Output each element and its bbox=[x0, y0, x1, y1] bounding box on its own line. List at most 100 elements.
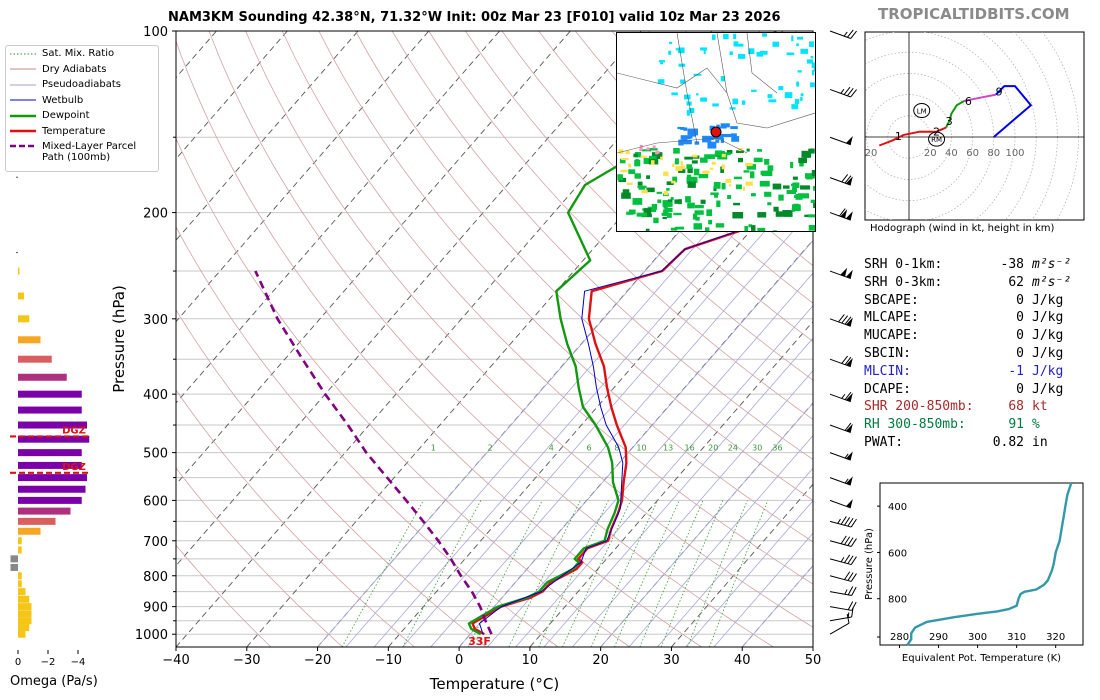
pseudoadiabat-line bbox=[402, 175, 813, 647]
radar-echo bbox=[744, 225, 749, 231]
omega-bar bbox=[18, 630, 26, 638]
hodograph-trace bbox=[878, 126, 947, 147]
wind-barb-flag bbox=[845, 211, 853, 221]
radar-echo bbox=[792, 187, 797, 193]
radar-echo bbox=[800, 48, 809, 54]
radar-echo bbox=[675, 48, 680, 51]
radar-echo bbox=[639, 144, 643, 148]
mixing-ratio-line bbox=[538, 500, 609, 647]
y-tick-label: 800 bbox=[143, 570, 168, 585]
radar-echo bbox=[700, 97, 707, 102]
radar-echo bbox=[743, 170, 750, 173]
radar-echo bbox=[698, 173, 709, 179]
dry-adiabat-line bbox=[176, 544, 272, 647]
legend-swatch bbox=[10, 68, 36, 70]
isotherm-line bbox=[176, 31, 642, 567]
radar-echo bbox=[671, 92, 678, 96]
wind-barb bbox=[829, 174, 853, 186]
wind-barb-flag bbox=[840, 209, 848, 219]
dry-adiabat-line bbox=[391, 31, 813, 461]
radar-echo bbox=[735, 150, 744, 154]
radar-echo bbox=[791, 204, 801, 212]
state-border bbox=[676, 33, 698, 144]
radar-echo bbox=[628, 169, 636, 174]
radar-echo bbox=[797, 36, 804, 40]
hodograph-trace bbox=[963, 93, 997, 102]
wind-barb-half bbox=[843, 31, 848, 37]
radar-echo bbox=[750, 171, 755, 179]
radar-echo bbox=[791, 104, 799, 110]
radar-echo bbox=[688, 107, 695, 114]
index-label: PWAT: bbox=[864, 434, 904, 450]
x-tick-label: 10 bbox=[522, 653, 539, 668]
radar-echo bbox=[686, 110, 691, 116]
radar-echo bbox=[646, 187, 655, 193]
radar-echo bbox=[792, 182, 800, 189]
radar-echo bbox=[640, 155, 648, 158]
legend-swatch bbox=[10, 114, 36, 117]
mixing-ratio-line bbox=[562, 500, 632, 647]
wind-barb-full bbox=[840, 516, 847, 525]
radar-echo bbox=[782, 210, 791, 215]
index-value: 0.82 bbox=[992, 434, 1024, 450]
theta-e-y-label: Pressure (hPa) bbox=[864, 528, 875, 600]
radar-echo bbox=[731, 136, 740, 142]
index-value: -1 bbox=[1008, 363, 1024, 379]
wind-barb-staff bbox=[829, 575, 852, 582]
radar-echo bbox=[800, 97, 803, 101]
theta-e-line bbox=[906, 482, 1073, 646]
radar-echo bbox=[762, 33, 767, 37]
radar-echo bbox=[708, 219, 713, 225]
theta-e-y-tick-label: 600 bbox=[888, 548, 907, 559]
radar-echo bbox=[764, 191, 772, 197]
pseudoadiabat-line bbox=[741, 565, 813, 647]
omega-x-tick-label: −2 bbox=[41, 657, 56, 668]
wind-barb bbox=[829, 571, 857, 582]
omega-bar bbox=[10, 563, 18, 571]
wind-barb-full bbox=[851, 601, 857, 611]
radar-echo bbox=[687, 181, 696, 188]
radar-echo bbox=[622, 189, 630, 194]
radar-echo bbox=[796, 43, 799, 47]
x-tick-label: 50 bbox=[805, 653, 822, 668]
index-unit: J/kg bbox=[1032, 381, 1064, 397]
radar-echo bbox=[626, 182, 633, 185]
wind-barb-full bbox=[844, 316, 852, 325]
radar-echo bbox=[666, 181, 674, 186]
radar-echo bbox=[710, 192, 719, 195]
radar-echo bbox=[721, 182, 726, 190]
index-label: SBCIN: bbox=[864, 345, 911, 361]
wind-barb-staff bbox=[829, 212, 851, 221]
radar-echo bbox=[670, 227, 678, 231]
radar-echo bbox=[678, 139, 684, 146]
radar-echo bbox=[637, 185, 647, 188]
wind-barb-full bbox=[841, 174, 849, 183]
wind-barb-full bbox=[839, 208, 846, 217]
wind-barb-staff bbox=[829, 30, 851, 39]
radar-echo bbox=[694, 204, 704, 209]
omega-bar bbox=[18, 390, 82, 398]
index-unit: J/kg bbox=[1032, 345, 1064, 361]
wind-barb-full bbox=[851, 586, 857, 596]
radar-inset-map bbox=[616, 32, 816, 232]
wind-barb-half bbox=[847, 612, 850, 618]
wind-barb-full bbox=[844, 536, 851, 545]
wind-barb bbox=[829, 613, 850, 635]
x-tick-label: −40 bbox=[162, 653, 189, 668]
inset-map-graphic bbox=[617, 33, 815, 231]
radar-echo bbox=[723, 152, 731, 156]
dry-adiabat-line bbox=[281, 31, 813, 585]
index-value: 0 bbox=[1016, 292, 1024, 308]
radar-echo bbox=[680, 161, 683, 166]
x-tick-label: 0 bbox=[455, 653, 463, 668]
wind-barb-staff bbox=[829, 499, 851, 509]
radar-echo bbox=[783, 185, 790, 189]
index-row: MLCIN: -1 J/kg bbox=[864, 363, 1071, 381]
omega-bar bbox=[18, 292, 24, 300]
radar-echo bbox=[685, 196, 691, 203]
radar-echo bbox=[801, 150, 812, 158]
radar-echo bbox=[772, 183, 782, 190]
radar-echo bbox=[797, 70, 802, 73]
radar-echo bbox=[674, 199, 682, 204]
hodograph-trace bbox=[993, 85, 1033, 138]
